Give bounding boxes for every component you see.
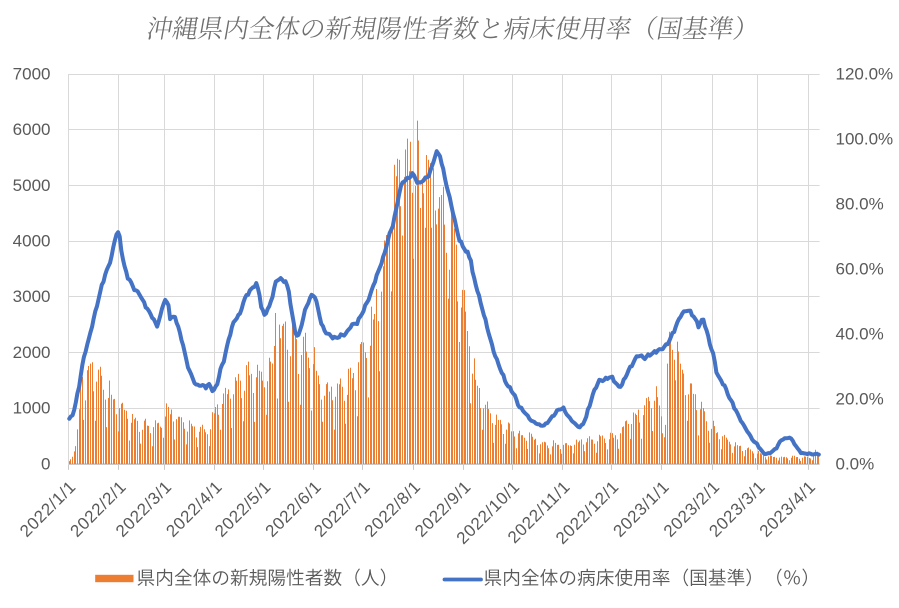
svg-text:20.0%: 20.0%: [836, 389, 884, 408]
svg-text:120.0%: 120.0%: [836, 64, 894, 83]
svg-text:0: 0: [41, 454, 50, 473]
svg-text:6000: 6000: [13, 120, 51, 139]
svg-text:80.0%: 80.0%: [836, 194, 884, 213]
svg-text:3000: 3000: [13, 287, 51, 306]
svg-text:40.0%: 40.0%: [836, 324, 884, 343]
svg-text:2000: 2000: [13, 343, 51, 362]
svg-text:4000: 4000: [13, 232, 51, 251]
svg-text:0.0%: 0.0%: [836, 454, 875, 473]
svg-text:100.0%: 100.0%: [836, 129, 894, 148]
svg-text:5000: 5000: [13, 176, 51, 195]
svg-text:60.0%: 60.0%: [836, 259, 884, 278]
svg-text:1000: 1000: [13, 399, 51, 418]
svg-text:7000: 7000: [13, 64, 51, 83]
